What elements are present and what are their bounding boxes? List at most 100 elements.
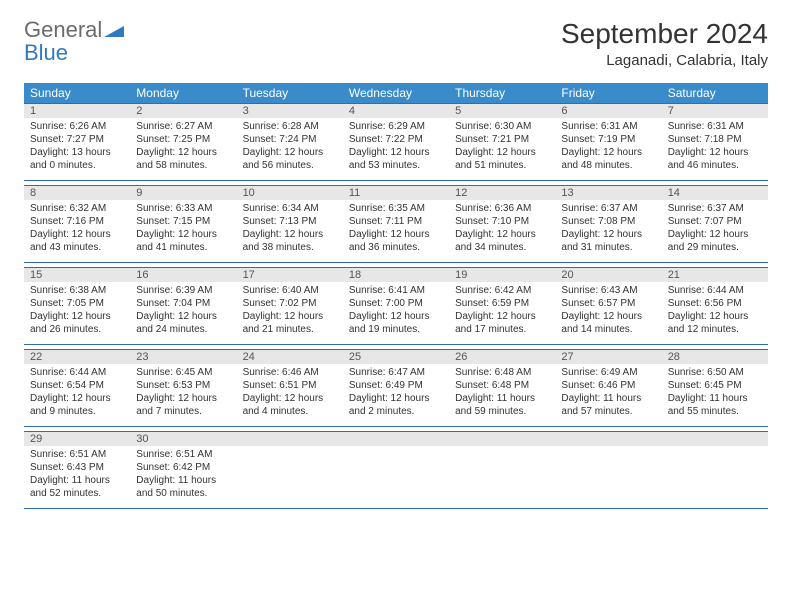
sunrise-line: Sunrise: 6:48 AM bbox=[455, 366, 549, 379]
sunrise-line: Sunrise: 6:35 AM bbox=[349, 202, 443, 215]
sunset-line: Sunset: 6:57 PM bbox=[561, 297, 655, 310]
day-number: 18 bbox=[343, 268, 449, 282]
daylight-line: Daylight: 11 hours and 52 minutes. bbox=[30, 474, 124, 500]
daynum-row: 1234567 bbox=[24, 104, 768, 118]
day-number: 1 bbox=[24, 104, 130, 118]
day-number: 15 bbox=[24, 268, 130, 282]
sunrise-line: Sunrise: 6:45 AM bbox=[136, 366, 230, 379]
sunrise-line: Sunrise: 6:46 AM bbox=[243, 366, 337, 379]
sunset-line: Sunset: 7:19 PM bbox=[561, 133, 655, 146]
daylight-line: Daylight: 12 hours and 56 minutes. bbox=[243, 146, 337, 172]
day-number: 29 bbox=[24, 432, 130, 446]
dayhead-tue: Tuesday bbox=[237, 83, 343, 103]
daynum-row: 2930 bbox=[24, 432, 768, 446]
sunrise-line: Sunrise: 6:27 AM bbox=[136, 120, 230, 133]
logo: General Blue bbox=[24, 18, 124, 64]
sunrise-line: Sunrise: 6:31 AM bbox=[561, 120, 655, 133]
sunrise-line: Sunrise: 6:51 AM bbox=[136, 448, 230, 461]
day-cell: Sunrise: 6:32 AMSunset: 7:16 PMDaylight:… bbox=[24, 200, 130, 262]
day-number: 17 bbox=[237, 268, 343, 282]
sunset-line: Sunset: 7:07 PM bbox=[668, 215, 762, 228]
week: 891011121314Sunrise: 6:32 AMSunset: 7:16… bbox=[24, 185, 768, 263]
sunrise-line: Sunrise: 6:51 AM bbox=[30, 448, 124, 461]
day-number bbox=[343, 432, 449, 446]
dayhead-sat: Saturday bbox=[662, 83, 768, 103]
daylight-line: Daylight: 12 hours and 46 minutes. bbox=[668, 146, 762, 172]
sunrise-line: Sunrise: 6:44 AM bbox=[668, 284, 762, 297]
daylight-line: Daylight: 11 hours and 57 minutes. bbox=[561, 392, 655, 418]
sunrise-line: Sunrise: 6:47 AM bbox=[349, 366, 443, 379]
day-cell: Sunrise: 6:26 AMSunset: 7:27 PMDaylight:… bbox=[24, 118, 130, 180]
day-cell: Sunrise: 6:45 AMSunset: 6:53 PMDaylight:… bbox=[130, 364, 236, 426]
sunset-line: Sunset: 7:13 PM bbox=[243, 215, 337, 228]
sunset-line: Sunset: 7:27 PM bbox=[30, 133, 124, 146]
sunset-line: Sunset: 6:46 PM bbox=[561, 379, 655, 392]
day-cell: Sunrise: 6:50 AMSunset: 6:45 PMDaylight:… bbox=[662, 364, 768, 426]
daynum-row: 891011121314 bbox=[24, 186, 768, 200]
daylight-line: Daylight: 12 hours and 14 minutes. bbox=[561, 310, 655, 336]
daylight-line: Daylight: 11 hours and 55 minutes. bbox=[668, 392, 762, 418]
daynum-row: 22232425262728 bbox=[24, 350, 768, 364]
day-number: 14 bbox=[662, 186, 768, 200]
logo-triangle-icon bbox=[104, 18, 124, 41]
sunrise-line: Sunrise: 6:39 AM bbox=[136, 284, 230, 297]
week: 22232425262728Sunrise: 6:44 AMSunset: 6:… bbox=[24, 349, 768, 427]
sunrise-line: Sunrise: 6:37 AM bbox=[668, 202, 762, 215]
day-cell: Sunrise: 6:47 AMSunset: 6:49 PMDaylight:… bbox=[343, 364, 449, 426]
day-number bbox=[662, 432, 768, 446]
sunset-line: Sunset: 7:18 PM bbox=[668, 133, 762, 146]
sunrise-line: Sunrise: 6:34 AM bbox=[243, 202, 337, 215]
sunset-line: Sunset: 6:45 PM bbox=[668, 379, 762, 392]
day-number: 26 bbox=[449, 350, 555, 364]
daybody-row: Sunrise: 6:26 AMSunset: 7:27 PMDaylight:… bbox=[24, 118, 768, 180]
day-cell: Sunrise: 6:51 AMSunset: 6:43 PMDaylight:… bbox=[24, 446, 130, 508]
day-number: 10 bbox=[237, 186, 343, 200]
title-block: September 2024 Laganadi, Calabria, Italy bbox=[561, 18, 768, 71]
daylight-line: Daylight: 11 hours and 59 minutes. bbox=[455, 392, 549, 418]
day-number: 25 bbox=[343, 350, 449, 364]
sunset-line: Sunset: 7:16 PM bbox=[30, 215, 124, 228]
day-number: 20 bbox=[555, 268, 661, 282]
weeks-container: 1234567Sunrise: 6:26 AMSunset: 7:27 PMDa… bbox=[24, 103, 768, 509]
dayhead-wed: Wednesday bbox=[343, 83, 449, 103]
dayhead-sun: Sunday bbox=[24, 83, 130, 103]
day-cell: Sunrise: 6:31 AMSunset: 7:19 PMDaylight:… bbox=[555, 118, 661, 180]
sunrise-line: Sunrise: 6:37 AM bbox=[561, 202, 655, 215]
sunset-line: Sunset: 7:21 PM bbox=[455, 133, 549, 146]
sunrise-line: Sunrise: 6:43 AM bbox=[561, 284, 655, 297]
daylight-line: Daylight: 12 hours and 24 minutes. bbox=[136, 310, 230, 336]
sunset-line: Sunset: 7:25 PM bbox=[136, 133, 230, 146]
day-number: 12 bbox=[449, 186, 555, 200]
sunset-line: Sunset: 6:59 PM bbox=[455, 297, 549, 310]
daybody-row: Sunrise: 6:32 AMSunset: 7:16 PMDaylight:… bbox=[24, 200, 768, 262]
day-number bbox=[237, 432, 343, 446]
day-number: 8 bbox=[24, 186, 130, 200]
sunset-line: Sunset: 7:11 PM bbox=[349, 215, 443, 228]
logo-text: General Blue bbox=[24, 18, 124, 64]
sunrise-line: Sunrise: 6:32 AM bbox=[30, 202, 124, 215]
day-number: 19 bbox=[449, 268, 555, 282]
day-number bbox=[449, 432, 555, 446]
day-cell: Sunrise: 6:35 AMSunset: 7:11 PMDaylight:… bbox=[343, 200, 449, 262]
week: 2930Sunrise: 6:51 AMSunset: 6:43 PMDayli… bbox=[24, 431, 768, 509]
day-number: 4 bbox=[343, 104, 449, 118]
daylight-line: Daylight: 12 hours and 26 minutes. bbox=[30, 310, 124, 336]
sunrise-line: Sunrise: 6:38 AM bbox=[30, 284, 124, 297]
sunrise-line: Sunrise: 6:50 AM bbox=[668, 366, 762, 379]
daylight-line: Daylight: 12 hours and 7 minutes. bbox=[136, 392, 230, 418]
day-number: 27 bbox=[555, 350, 661, 364]
daylight-line: Daylight: 12 hours and 21 minutes. bbox=[243, 310, 337, 336]
sunset-line: Sunset: 6:53 PM bbox=[136, 379, 230, 392]
day-cell bbox=[237, 446, 343, 508]
day-number: 28 bbox=[662, 350, 768, 364]
day-number: 30 bbox=[130, 432, 236, 446]
day-number: 2 bbox=[130, 104, 236, 118]
page-title: September 2024 bbox=[561, 18, 768, 50]
location-label: Laganadi, Calabria, Italy bbox=[561, 52, 768, 69]
daylight-line: Daylight: 12 hours and 9 minutes. bbox=[30, 392, 124, 418]
day-cell: Sunrise: 6:51 AMSunset: 6:42 PMDaylight:… bbox=[130, 446, 236, 508]
sunset-line: Sunset: 6:48 PM bbox=[455, 379, 549, 392]
sunset-line: Sunset: 6:43 PM bbox=[30, 461, 124, 474]
day-number: 13 bbox=[555, 186, 661, 200]
day-cell: Sunrise: 6:38 AMSunset: 7:05 PMDaylight:… bbox=[24, 282, 130, 344]
